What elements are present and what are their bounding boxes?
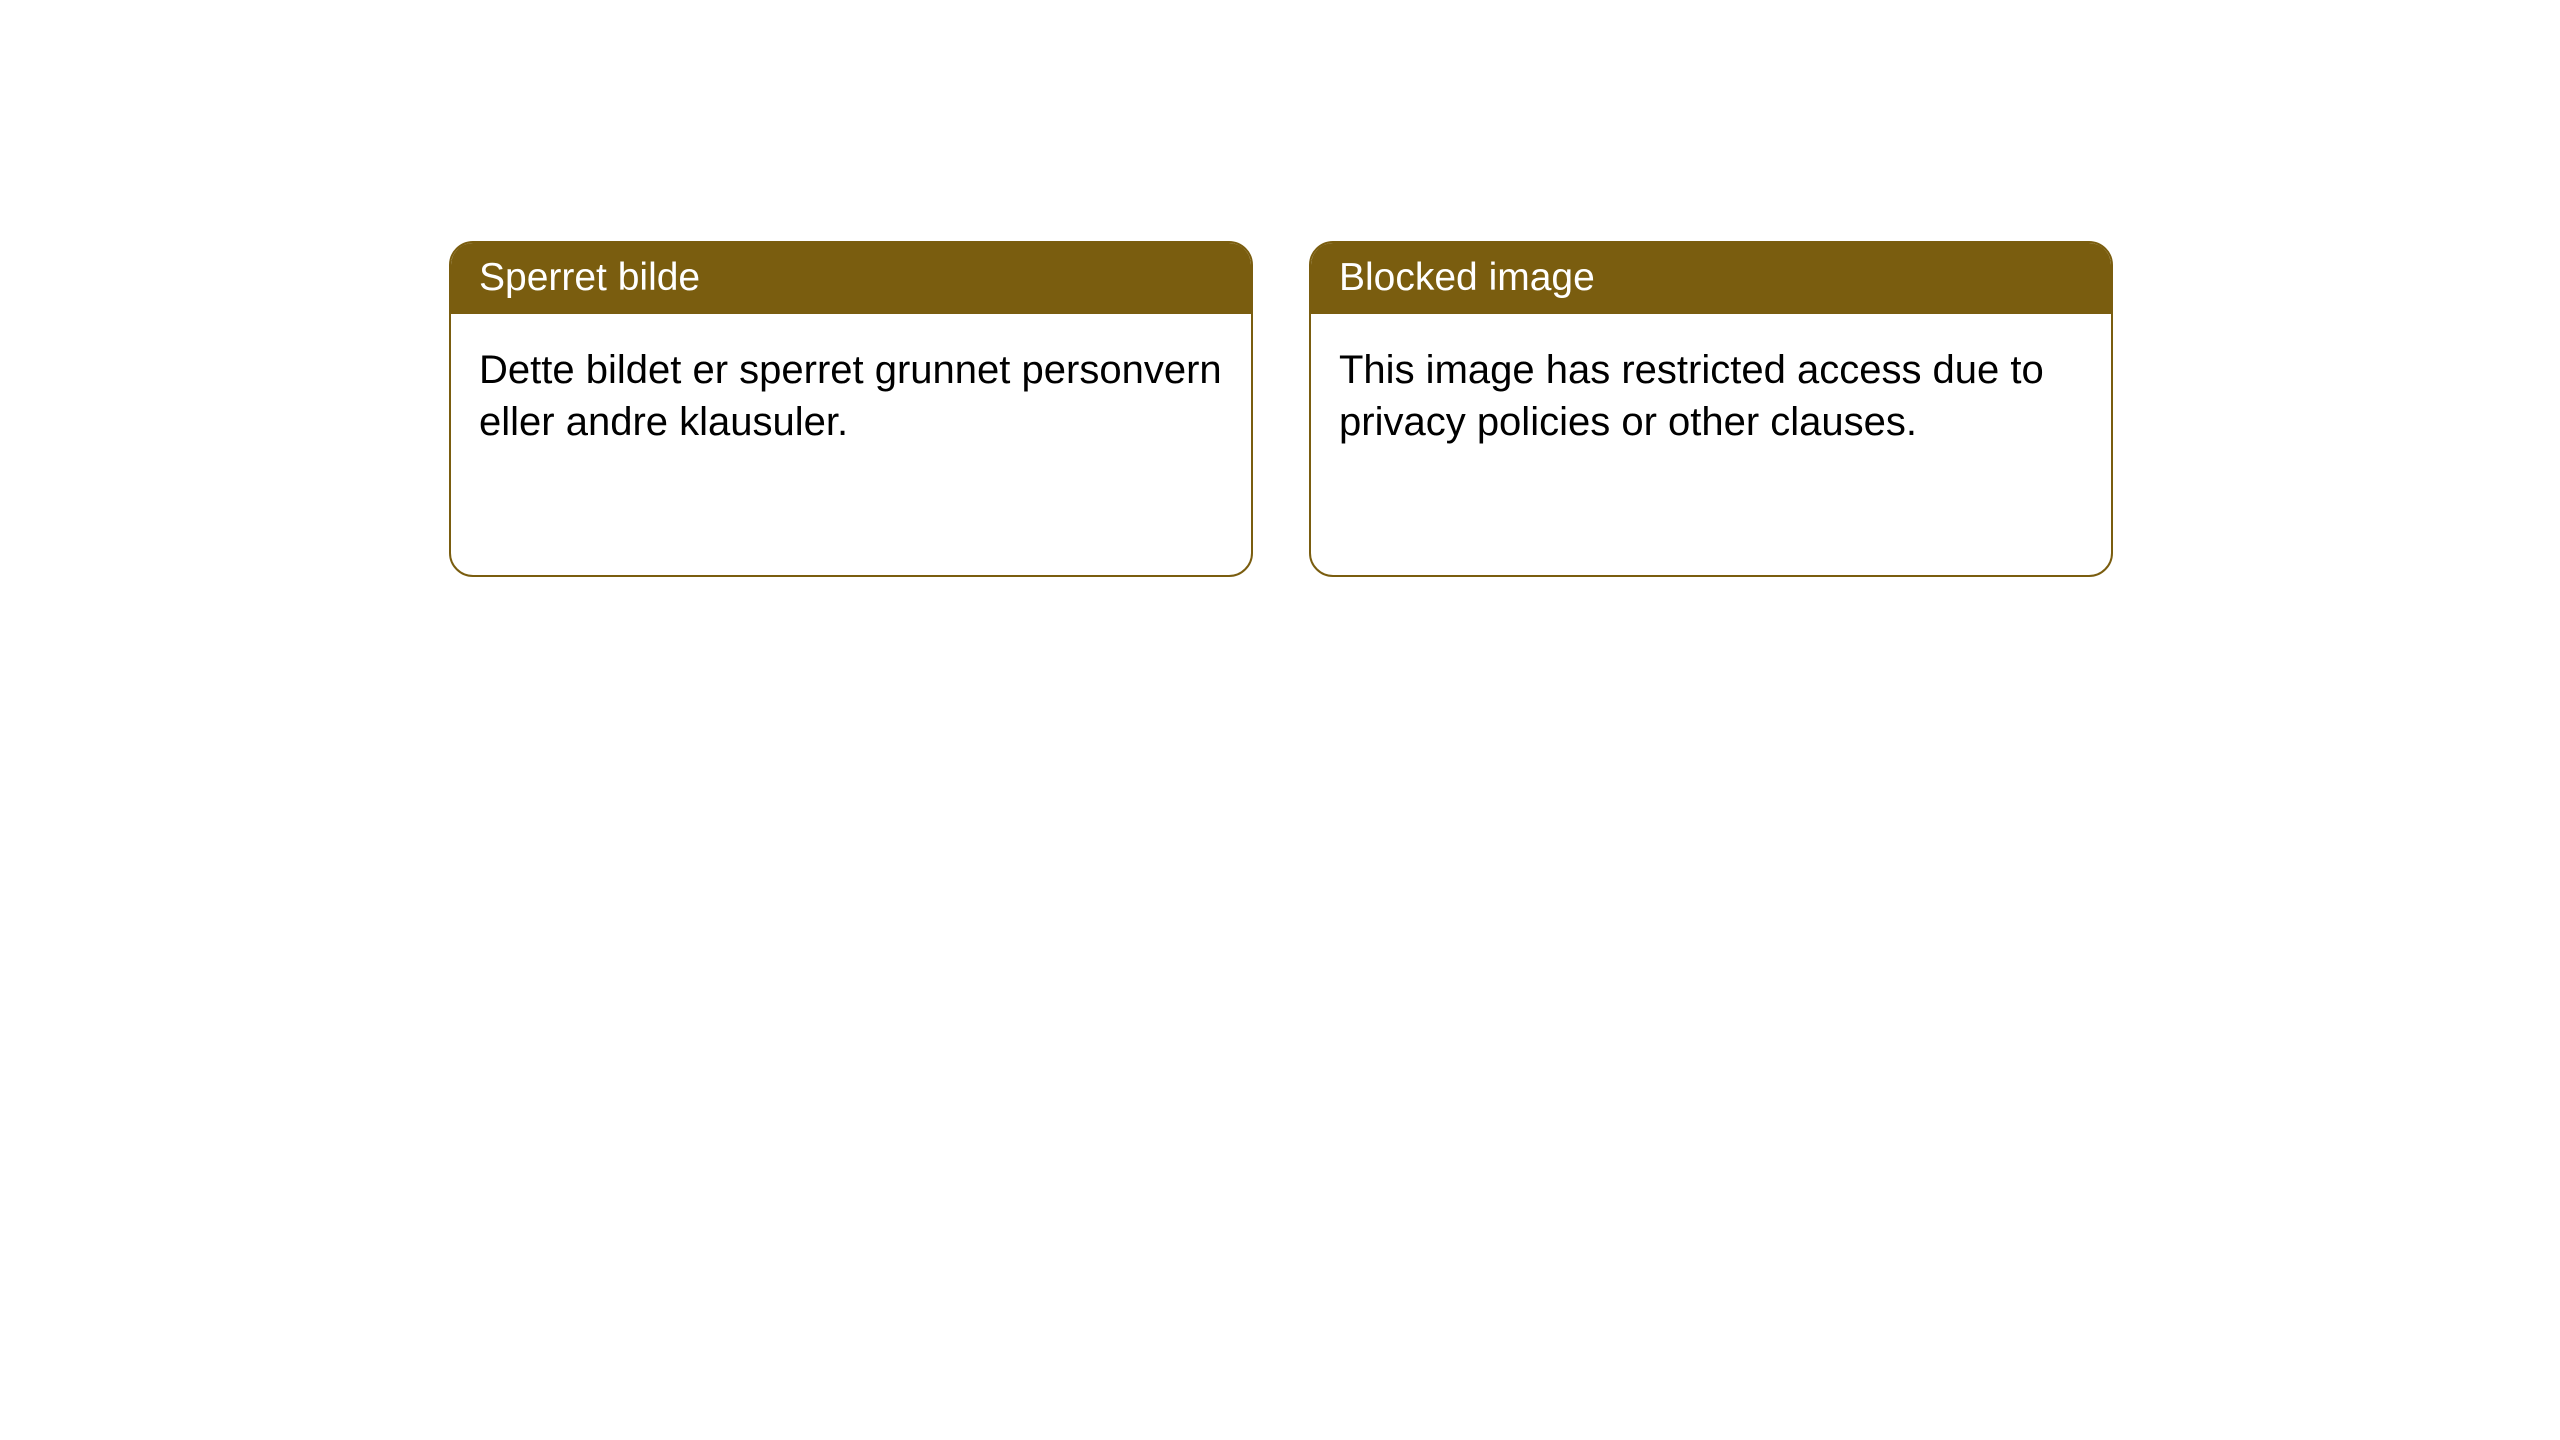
card-body: Dette bildet er sperret grunnet personve… (451, 314, 1251, 478)
card-title: Sperret bilde (479, 256, 700, 299)
card-body: This image has restricted access due to … (1311, 314, 2111, 478)
card-body-text: Dette bildet er sperret grunnet personve… (479, 348, 1222, 444)
card-header: Blocked image (1311, 243, 2111, 314)
card-header: Sperret bilde (451, 243, 1251, 314)
notice-card-norwegian: Sperret bilde Dette bildet er sperret gr… (449, 241, 1253, 577)
card-title: Blocked image (1339, 256, 1595, 299)
notice-card-english: Blocked image This image has restricted … (1309, 241, 2113, 577)
card-body-text: This image has restricted access due to … (1339, 348, 2044, 444)
notice-cards-container: Sperret bilde Dette bildet er sperret gr… (449, 241, 2113, 577)
